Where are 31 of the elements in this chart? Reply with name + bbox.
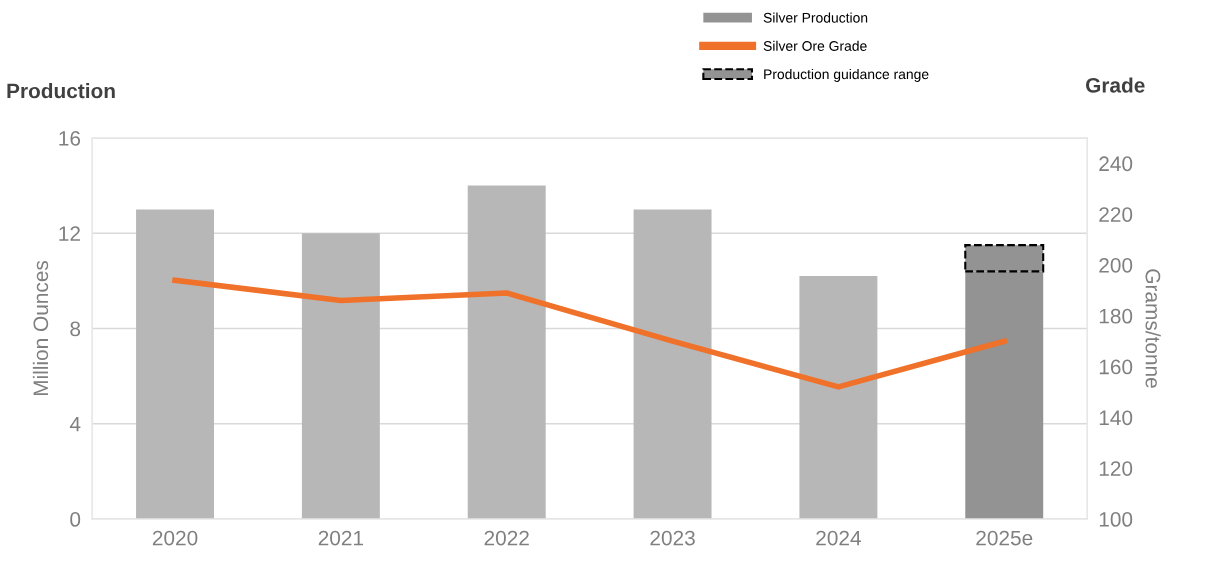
y2-tick-label: 160 — [1099, 359, 1133, 375]
bar — [467, 185, 546, 520]
x-tick-label: 2024 — [816, 530, 861, 546]
y2-tick-label: 120 — [1099, 461, 1133, 476]
bar — [633, 209, 712, 520]
y2-tick-label: 220 — [1099, 207, 1133, 222]
legend-label: Silver Ore Grade — [763, 40, 867, 51]
y2-axis-title: Grams/tonne — [1145, 269, 1161, 388]
y-tick-label: 12 — [59, 226, 80, 241]
bar — [301, 233, 380, 520]
bar — [799, 276, 878, 520]
y-tick-label: 8 — [70, 321, 81, 337]
legend-label: Production guidance range — [764, 68, 929, 82]
y2-tick-label: 140 — [1099, 410, 1133, 426]
y2-tick-label: 240 — [1099, 156, 1133, 172]
x-tick-label: 2025e — [976, 530, 1033, 546]
y2-tick-label: 180 — [1099, 308, 1133, 324]
y2-tick-label: 200 — [1099, 257, 1133, 273]
text: Grade — [1085, 77, 1145, 93]
x-tick-label: 2021 — [318, 530, 364, 546]
y-axis-title: Million Ounces — [32, 260, 49, 396]
y-tick-label: 16 — [59, 130, 81, 146]
y-tick-label: 0 — [70, 512, 81, 527]
text: Production — [7, 83, 115, 99]
x-tick-label: 2022 — [484, 530, 529, 546]
legend-label: Silver Production — [763, 12, 868, 23]
y2-tick-label: 100 — [1099, 512, 1133, 527]
x-tick-label: 2023 — [650, 530, 695, 546]
bar — [136, 209, 215, 520]
x-tick-label: 2020 — [152, 530, 198, 546]
y-tick-label: 4 — [69, 416, 81, 432]
